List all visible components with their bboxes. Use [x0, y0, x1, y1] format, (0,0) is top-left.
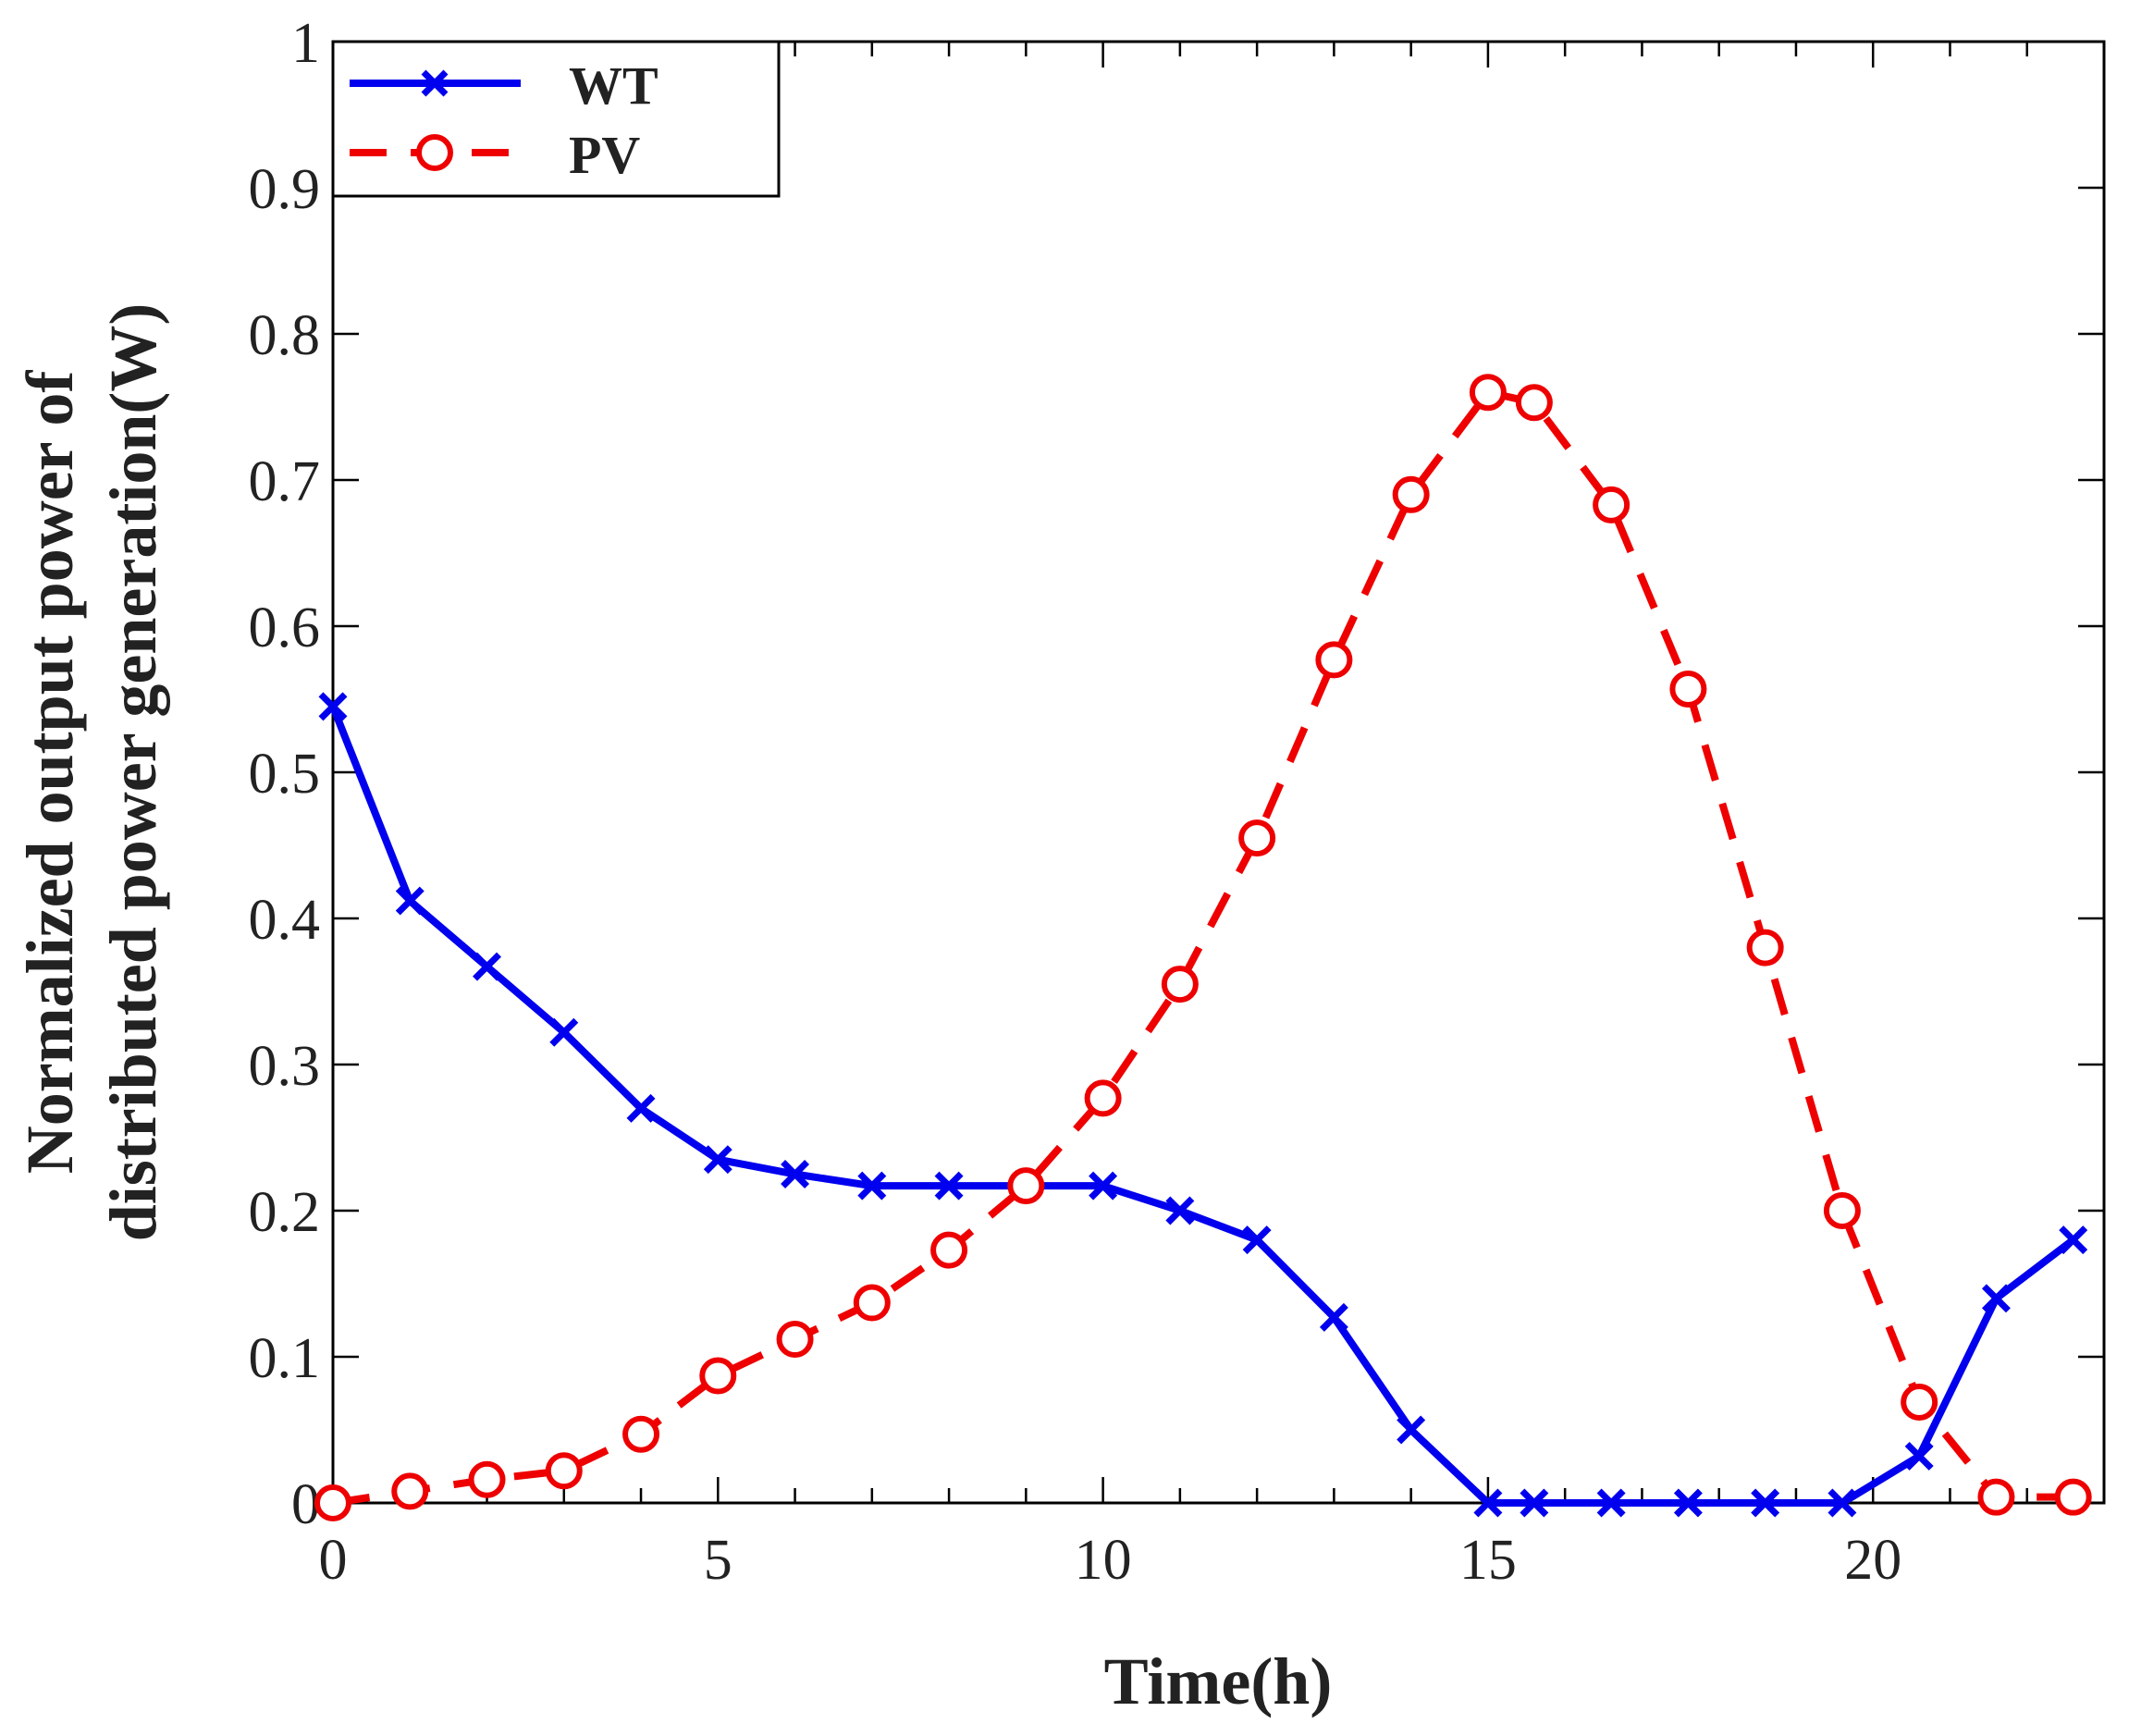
- x-axis-title: Time(h): [1104, 1644, 1333, 1718]
- series-pv-point: [468, 1460, 506, 1498]
- series-wt-point: [1089, 1171, 1118, 1200]
- y-axis-title-line-1: Normalized output power of: [13, 370, 87, 1175]
- y-tick-labels: 00.10.20.30.40.50.60.70.80.91: [249, 12, 321, 1536]
- series-wt-point: [626, 1093, 656, 1123]
- series-wt-point: [1596, 1488, 1626, 1518]
- series-wt-point: [318, 692, 348, 721]
- series-wt-line: [329, 705, 2076, 1507]
- series-pv-point: [1392, 475, 1430, 513]
- series-pv-point: [1901, 1383, 1938, 1421]
- x-tick-label: 20: [1844, 1529, 1901, 1592]
- series-pv-point: [1007, 1167, 1045, 1205]
- series-pv-point: [1593, 486, 1631, 523]
- series-pv: [314, 374, 2092, 1521]
- y-tick-label: 0.2: [249, 1181, 321, 1244]
- legend-pv-marker: [416, 134, 453, 171]
- series-pv-point: [1746, 929, 1784, 966]
- series-pv-point: [545, 1452, 583, 1490]
- y-tick-label: 1: [291, 12, 320, 75]
- series-pv-point: [1823, 1192, 1861, 1229]
- x-tick-label: 10: [1075, 1529, 1132, 1592]
- series-wt-point: [1242, 1225, 1272, 1255]
- series-pv-point: [391, 1472, 429, 1510]
- y-tick-label: 0.7: [249, 450, 321, 513]
- y-tick-label: 0.3: [249, 1035, 321, 1098]
- y-tick-label: 0.9: [249, 158, 321, 221]
- legend-pv-label: PV: [569, 125, 640, 185]
- series-wt-point: [1520, 1488, 1549, 1518]
- series-pv-point: [1161, 966, 1199, 1003]
- x-tick-label: 15: [1459, 1529, 1517, 1592]
- legend-box: [331, 40, 781, 198]
- series-wt-point: [2059, 1225, 2088, 1255]
- x-tick-label: 5: [704, 1529, 732, 1592]
- series-pv-point: [699, 1357, 737, 1395]
- legend: WT PV: [331, 40, 781, 198]
- series-pv-point: [1084, 1079, 1122, 1117]
- series-pv-point: [1669, 670, 1707, 708]
- series-wt-point: [1165, 1196, 1195, 1225]
- y-tick-label: 0.6: [249, 597, 321, 659]
- legend-wt-label: WT: [569, 55, 658, 116]
- series-wt-point: [1981, 1284, 2011, 1313]
- x-tick-labels: 0 5 10 15 20: [319, 1529, 1902, 1592]
- series-wt-point: [857, 1171, 887, 1200]
- series-pv-point: [1977, 1478, 2015, 1516]
- series-wt-point: [549, 1017, 579, 1047]
- series-pv-point: [930, 1231, 968, 1269]
- series-pv-point: [1515, 384, 1553, 422]
- x-tick-label: 0: [319, 1529, 348, 1592]
- legend-wt-marker: [421, 69, 449, 97]
- series-pv-line: [332, 388, 2074, 1507]
- series-wt-point: [395, 886, 425, 916]
- series-wt-point: [703, 1145, 732, 1175]
- series-wt-point: [1319, 1302, 1348, 1332]
- series-wt-point: [1673, 1488, 1703, 1518]
- series-wt-point: [781, 1160, 810, 1188]
- plot-area: [331, 40, 2106, 1505]
- series-pv-point: [2054, 1478, 2092, 1516]
- series-wt-point: [1751, 1488, 1780, 1518]
- series-pv-point: [622, 1415, 660, 1453]
- y-tick-label: 0.4: [249, 889, 321, 952]
- series-wt-point: [473, 952, 501, 981]
- y-tick-label: 0.8: [249, 304, 321, 367]
- series-pv-point: [314, 1484, 351, 1521]
- series-pv-point: [853, 1284, 891, 1322]
- series-wt-point: [1904, 1441, 1934, 1471]
- series-pv-point: [1238, 819, 1276, 857]
- series-wt-point: [934, 1171, 964, 1200]
- y-tick-label: 0.1: [249, 1327, 321, 1390]
- series-wt: [318, 692, 2088, 1518]
- series-pv-point: [1315, 641, 1353, 679]
- series-layer: [314, 374, 2092, 1521]
- series-wt-point: [1397, 1415, 1426, 1445]
- y-axis-title-line-2: distributed power generation(W): [96, 303, 170, 1242]
- y-tick-label: 0.5: [249, 743, 321, 806]
- series-pv-point: [1469, 374, 1507, 412]
- series-wt-point: [1473, 1488, 1503, 1518]
- series-wt-point: [1827, 1488, 1857, 1518]
- series-pv-point: [776, 1321, 814, 1359]
